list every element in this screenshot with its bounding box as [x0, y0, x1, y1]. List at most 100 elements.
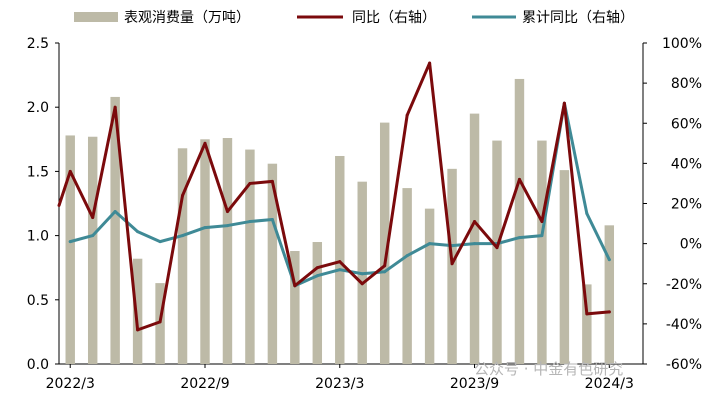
cumulative-yoy-line-point — [136, 230, 140, 234]
cumulative-yoy-line-point — [203, 226, 207, 230]
x-tick-label: 2024/3 — [585, 376, 634, 392]
yoy-line-point — [248, 181, 252, 185]
axes — [55, 42, 647, 368]
cumulative-yoy-line-point — [585, 212, 589, 216]
yoy-line-point — [473, 220, 477, 224]
right-tick-label: 80% — [671, 76, 702, 92]
cumulative-yoy-line-point — [113, 210, 117, 214]
yoy-line-point — [203, 141, 207, 145]
yoy-line-point — [517, 177, 521, 181]
left-tick-label: 0.5 — [27, 293, 49, 309]
right-tick-label: -60% — [666, 357, 702, 373]
yoy-line-point — [383, 264, 387, 268]
cumulative-yoy-line-point — [428, 242, 432, 246]
right-tick-label: 40% — [671, 156, 702, 172]
cumulative-yoy-line-point — [517, 236, 521, 240]
yoy-line-point — [428, 61, 432, 65]
left-tick-label: 2.5 — [27, 36, 49, 52]
bar — [492, 140, 502, 364]
x-tick-label: 2023/9 — [450, 376, 499, 392]
yoy-line-point — [338, 260, 342, 264]
yoy-line-point — [270, 179, 274, 183]
cumulative-yoy-line-point — [473, 242, 477, 246]
bar — [402, 188, 412, 364]
cumulative-yoy-line-point — [360, 272, 364, 276]
cumulative-yoy-line-point — [540, 234, 544, 238]
axis-labels: 0.0 0.5 1.0 1.5 2.0 2.5 -60% -40% -20% 0% 20% 40% 60… — [27, 36, 702, 392]
left-tick-label: 1.5 — [27, 164, 49, 180]
yoy-line-point — [360, 282, 364, 286]
right-tick-label: -40% — [666, 317, 702, 333]
cumulative-yoy-line-point — [383, 270, 387, 274]
legend-swatch-consumption — [74, 12, 118, 22]
bar — [290, 251, 300, 364]
bar-series — [65, 78, 615, 365]
cumulative-yoy-line-point — [315, 274, 319, 278]
legend-label-yoy: 同比（右轴） — [352, 10, 436, 26]
cumulative-yoy-line-point — [181, 234, 185, 238]
bar — [604, 225, 615, 364]
yoy-line-point — [495, 246, 499, 250]
yoy-line-point — [158, 320, 162, 324]
bar — [335, 155, 345, 364]
cumulative-yoy-line-point — [607, 258, 611, 262]
yoy-line-point — [68, 169, 72, 173]
cumulative-yoy-line-point — [338, 268, 342, 272]
right-tick-label: 60% — [671, 116, 702, 132]
bar — [424, 208, 435, 364]
legend-label-consumption: 表观消费量（万吨） — [124, 10, 250, 26]
cumulative-yoy-line-point — [68, 240, 72, 244]
watermark-text: 公众号 · 中金有色研究 — [474, 360, 623, 378]
bar — [110, 96, 120, 364]
bar — [222, 138, 233, 364]
yoy-line-point — [315, 266, 319, 270]
legend: 表观消费量（万吨） 同比（右轴） 累计同比（右轴） — [74, 10, 634, 26]
bar — [65, 135, 75, 364]
yoy-line-point — [181, 193, 185, 197]
bar — [177, 148, 188, 364]
bar — [132, 258, 143, 364]
cumulative-yoy-line-point — [158, 240, 162, 244]
bar — [514, 78, 525, 365]
right-tick-label: 20% — [671, 197, 702, 213]
yoy-line — [57, 61, 611, 332]
right-tick-label: 100% — [662, 36, 702, 52]
x-tick-label: 2022/3 — [46, 376, 95, 392]
left-tick-label: 2.0 — [27, 100, 49, 116]
cumulative-yoy-line-point — [270, 218, 274, 222]
yoy-line-point — [113, 105, 117, 109]
cumulative-yoy-line-point — [225, 224, 229, 228]
bar — [559, 170, 570, 364]
bar — [200, 139, 210, 364]
right-tick-label: 0% — [680, 237, 702, 253]
x-tick-label: 2023/3 — [315, 376, 364, 392]
yoy-line-point — [293, 284, 297, 288]
bar — [155, 283, 165, 364]
left-tick-label: 1.0 — [27, 229, 49, 245]
left-tick-label: 0.0 — [27, 357, 49, 373]
yoy-line-point — [91, 216, 95, 220]
yoy-line-point — [450, 262, 454, 266]
cumulative-yoy-line-point — [91, 234, 95, 238]
yoy-line-point — [607, 310, 611, 314]
right-tick-label: -20% — [666, 277, 702, 293]
yoy-line-point — [562, 101, 566, 105]
line-series — [57, 61, 611, 332]
yoy-line-point — [136, 328, 140, 332]
bar — [267, 163, 278, 364]
cumulative-yoy-line-point — [248, 220, 252, 224]
bar — [245, 149, 255, 364]
cumulative-yoy-line-point — [405, 254, 409, 258]
yoy-line-point — [405, 113, 409, 117]
x-tick-label: 2022/9 — [180, 376, 229, 392]
bar — [312, 242, 323, 364]
bar — [447, 168, 457, 364]
yoy-line-point — [540, 220, 544, 224]
bar — [469, 113, 480, 365]
yoy-line-point — [585, 312, 589, 316]
legend-label-cumulative-yoy: 累计同比（右轴） — [522, 10, 634, 26]
bar — [379, 122, 390, 364]
bar — [87, 136, 98, 364]
bar — [582, 284, 592, 364]
